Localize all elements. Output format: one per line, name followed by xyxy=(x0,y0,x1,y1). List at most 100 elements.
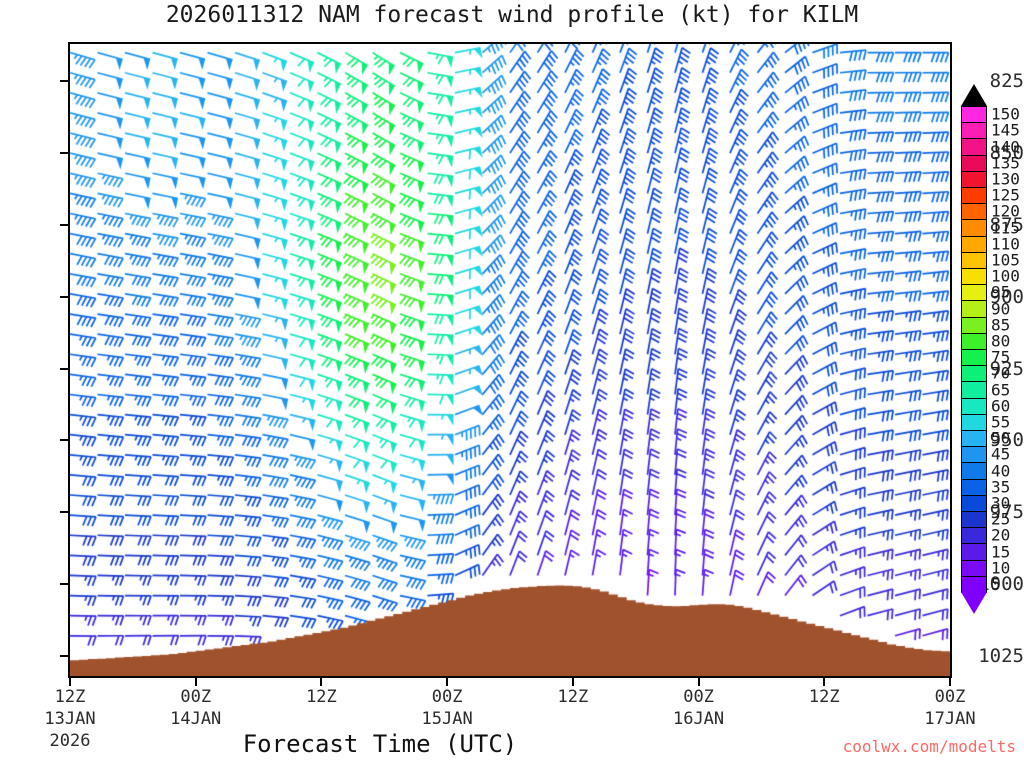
y-tick-label: 900 xyxy=(989,285,1024,308)
x-axis-title: Forecast Time (UTC) xyxy=(242,730,518,758)
colorbar-swatch xyxy=(961,170,987,188)
colorbar-swatch xyxy=(961,332,987,350)
colorbar-tick-label: 15 xyxy=(991,542,1011,561)
colorbar-tick-label: 130 xyxy=(991,169,1020,189)
colorbar-swatch xyxy=(961,575,987,593)
colorbar-swatch xyxy=(961,251,987,269)
colorbar-swatch xyxy=(961,300,987,318)
colorbar-tick-label: 95 xyxy=(991,282,1011,302)
y-tick-mark xyxy=(60,223,68,226)
colorbar-swatch xyxy=(961,106,987,124)
colorbar-tick-label: 135 xyxy=(991,153,1020,173)
colorbar-swatch xyxy=(961,284,987,302)
y-tick-label: 925 xyxy=(989,357,1024,380)
colorbar-swatch xyxy=(961,397,987,415)
colorbar-swatch xyxy=(961,462,987,480)
colorbar-swatch xyxy=(961,138,987,156)
y-tick-mark xyxy=(60,511,68,514)
y-tick-label: 975 xyxy=(989,501,1024,524)
colorbar-swatch xyxy=(961,478,987,496)
colorbar-swatch xyxy=(961,187,987,205)
x-tick-mark xyxy=(823,678,826,686)
colorbar-swatch xyxy=(961,543,987,561)
x-tick-date-label: 17JAN xyxy=(924,709,976,729)
wind-speed-colorbar: 5 10 15 20 25 30 35 40 45 50 55 60 65 70 75 80 85 90 95 100… xyxy=(961,84,1020,614)
x-tick-time-label: 12Z xyxy=(808,687,840,707)
y-tick-label: 825 xyxy=(989,70,1024,93)
colorbar-swatch xyxy=(961,316,987,334)
x-tick-time-label: 12Z xyxy=(306,687,337,707)
colorbar-tick-label: 10 xyxy=(991,558,1011,578)
y-tick-label: 1025 xyxy=(978,644,1024,667)
x-tick-mark xyxy=(69,678,71,686)
colorbar-tick-label: 110 xyxy=(991,234,1020,254)
y-tick-mark xyxy=(60,583,68,586)
colorbar-tick-label: 30 xyxy=(991,493,1011,513)
x-tick-date-label: 15JAN xyxy=(421,709,473,729)
y-tick-label: 1000 xyxy=(978,573,1024,596)
colorbar-tick-label: 5 xyxy=(991,574,1001,594)
y-tick-mark xyxy=(60,367,68,370)
page-title: 2026011312 NAM forecast wind profile (kt… xyxy=(165,2,859,28)
x-tick-time-label: 00Z xyxy=(934,687,966,707)
y-tick-label: 850 xyxy=(989,142,1024,165)
colorbar-tick-label: 45 xyxy=(991,444,1011,464)
colorbar-tick-label: 65 xyxy=(991,380,1011,399)
colorbar-swatch xyxy=(961,365,987,383)
colorbar-tick-label: 25 xyxy=(991,509,1011,529)
y-tick-mark xyxy=(60,152,68,155)
colorbar-tick-label: 80 xyxy=(991,331,1011,351)
colorbar-tick-label: 85 xyxy=(991,315,1011,335)
colorbar-tick-label: 115 xyxy=(991,218,1020,237)
x-tick-mark xyxy=(571,678,574,686)
watermark: coolwx.com/modelts xyxy=(842,737,1016,756)
colorbar-tick-label: 105 xyxy=(991,250,1020,270)
colorbar-swatch xyxy=(961,413,987,431)
colorbar-tick-label: 40 xyxy=(991,461,1011,480)
y-tick-mark xyxy=(60,439,68,442)
y-tick-label: 875 xyxy=(989,213,1024,236)
y-tick-mark xyxy=(60,80,68,83)
colorbar-tick-label: 55 xyxy=(991,412,1011,432)
colorbar-tick-label: 20 xyxy=(991,525,1011,545)
x-tick-mark xyxy=(949,678,951,686)
colorbar-tick-label: 60 xyxy=(991,396,1011,416)
x-tick-time-label: 12Z xyxy=(557,687,589,707)
y-tick-mark xyxy=(60,295,68,298)
colorbar-swatch xyxy=(961,494,987,512)
colorbar-tick-label: 145 xyxy=(991,120,1020,140)
colorbar-over-arrow xyxy=(961,84,987,106)
x-tick-mark xyxy=(194,678,197,686)
colorbar-tick-label: 120 xyxy=(991,201,1020,221)
x-tick-date-label: 16JAN xyxy=(672,709,725,729)
colorbar-swatch xyxy=(961,122,987,140)
colorbar-tick-label: 140 xyxy=(991,137,1020,156)
colorbar-tick-label: 35 xyxy=(991,477,1011,497)
x-tick-time-label: 00Z xyxy=(683,687,714,707)
colorbar-swatch xyxy=(961,446,987,464)
colorbar-tick-label: 150 xyxy=(991,104,1020,124)
colorbar-swatch xyxy=(961,381,987,399)
colorbar-tick-label: 90 xyxy=(991,299,1011,318)
x-tick-year-label: 2026 xyxy=(49,731,91,751)
colorbar-swatch xyxy=(961,235,987,253)
wind-profile-plot xyxy=(68,42,952,678)
colorbar-swatch xyxy=(961,430,987,448)
colorbar-swatch xyxy=(961,511,987,529)
x-tick-mark xyxy=(697,678,700,686)
colorbar-tick-label: 100 xyxy=(991,266,1020,286)
colorbar-swatch xyxy=(961,154,987,172)
x-tick-date-label: 13JAN xyxy=(44,709,96,729)
x-tick-time-label: 00Z xyxy=(431,687,463,707)
colorbar-tick-label: 125 xyxy=(991,185,1020,205)
colorbar-tick-label: 75 xyxy=(991,347,1011,367)
x-tick-time-label: 12Z xyxy=(54,687,86,707)
y-tick-mark xyxy=(60,654,68,657)
wind-barb-field xyxy=(70,44,950,676)
x-tick-time-label: 00Z xyxy=(180,687,212,707)
x-tick-mark xyxy=(320,678,323,686)
y-tick-label: 950 xyxy=(989,429,1024,452)
colorbar-swatch xyxy=(961,219,987,237)
colorbar-swatch xyxy=(961,349,987,367)
x-tick-date-label: 14JAN xyxy=(170,709,222,729)
